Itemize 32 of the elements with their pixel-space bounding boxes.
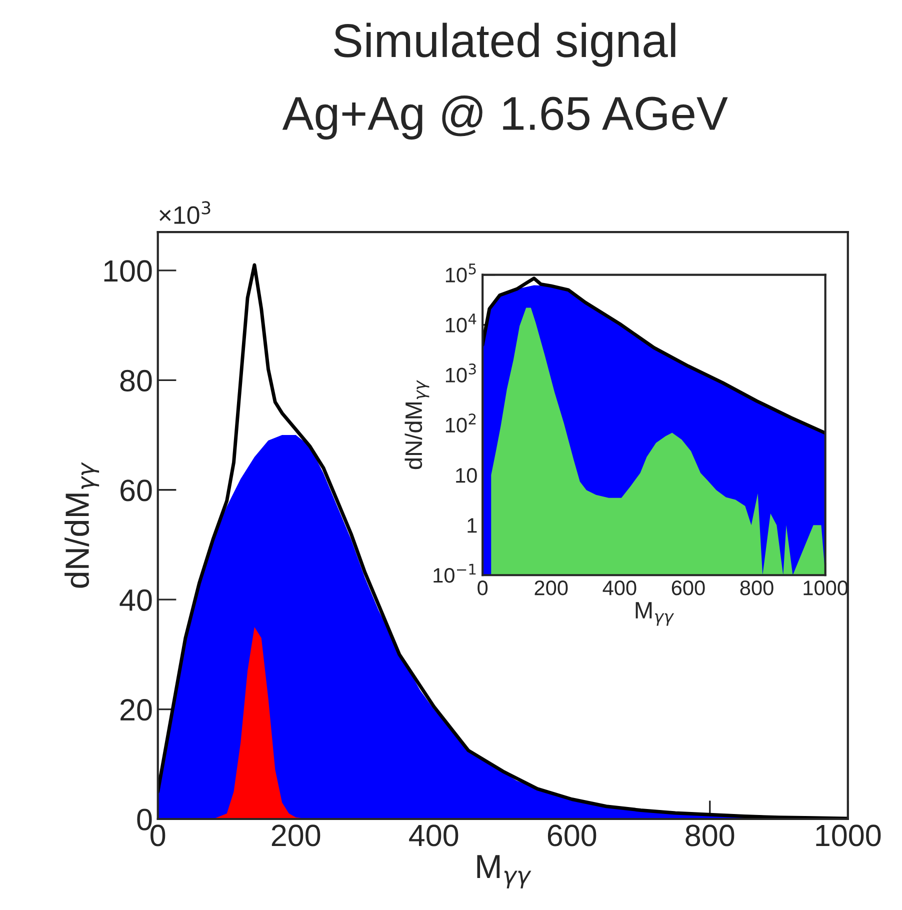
chart-subtitle: Ag+Ag @ 1.65 AGeV <box>282 96 728 140</box>
y-axis-title: dN/dM$_{γγ}$ <box>404 380 430 470</box>
x-tick-label: 400 <box>409 824 458 846</box>
y-tick-label: 60 <box>120 480 152 502</box>
chart-title: Simulated signal <box>334 22 676 67</box>
x-tick-label: 400 <box>602 580 636 596</box>
y-tick-label: 10$^{3}$ <box>446 364 476 383</box>
x-tick-label: 1000 <box>816 824 881 846</box>
x-tick-label: 200 <box>534 580 568 596</box>
x-axis-title: M$_{γγ}$ <box>477 855 532 888</box>
y-tick-label: 0 <box>137 808 152 830</box>
y-tick-label: 20 <box>120 699 152 721</box>
y-tick-label: 80 <box>120 370 152 392</box>
x-tick-label: 600 <box>672 580 705 596</box>
y-tick-label: 10$^{2}$ <box>446 414 476 433</box>
x-tick-label: 800 <box>686 824 734 846</box>
y-tick-label: 1 <box>468 518 477 533</box>
y-tick-label: 10$^{4}$ <box>446 314 476 332</box>
x-axis-title: M$_{γγ}$ <box>636 602 674 626</box>
x-tick-label: 600 <box>548 824 596 846</box>
y-tick-label: 10$^{−1}$ <box>434 564 476 583</box>
y-tick-label: 100 <box>104 260 152 282</box>
y-tick-label: 40 <box>120 589 152 611</box>
x-tick-label: 200 <box>272 824 320 846</box>
x-tick-label: 0 <box>150 824 166 846</box>
x-tick-label: 1000 <box>804 580 848 596</box>
y-tick-label: 10 <box>456 468 477 483</box>
x-tick-label: 800 <box>740 580 774 596</box>
y-tick-label: 10$^{5}$ <box>446 264 476 282</box>
y-axis-title: dN/dM$_{γγ}$ <box>64 462 100 588</box>
text: ×10$^{3}$ <box>160 201 210 224</box>
x-tick-label: 0 <box>478 580 488 596</box>
